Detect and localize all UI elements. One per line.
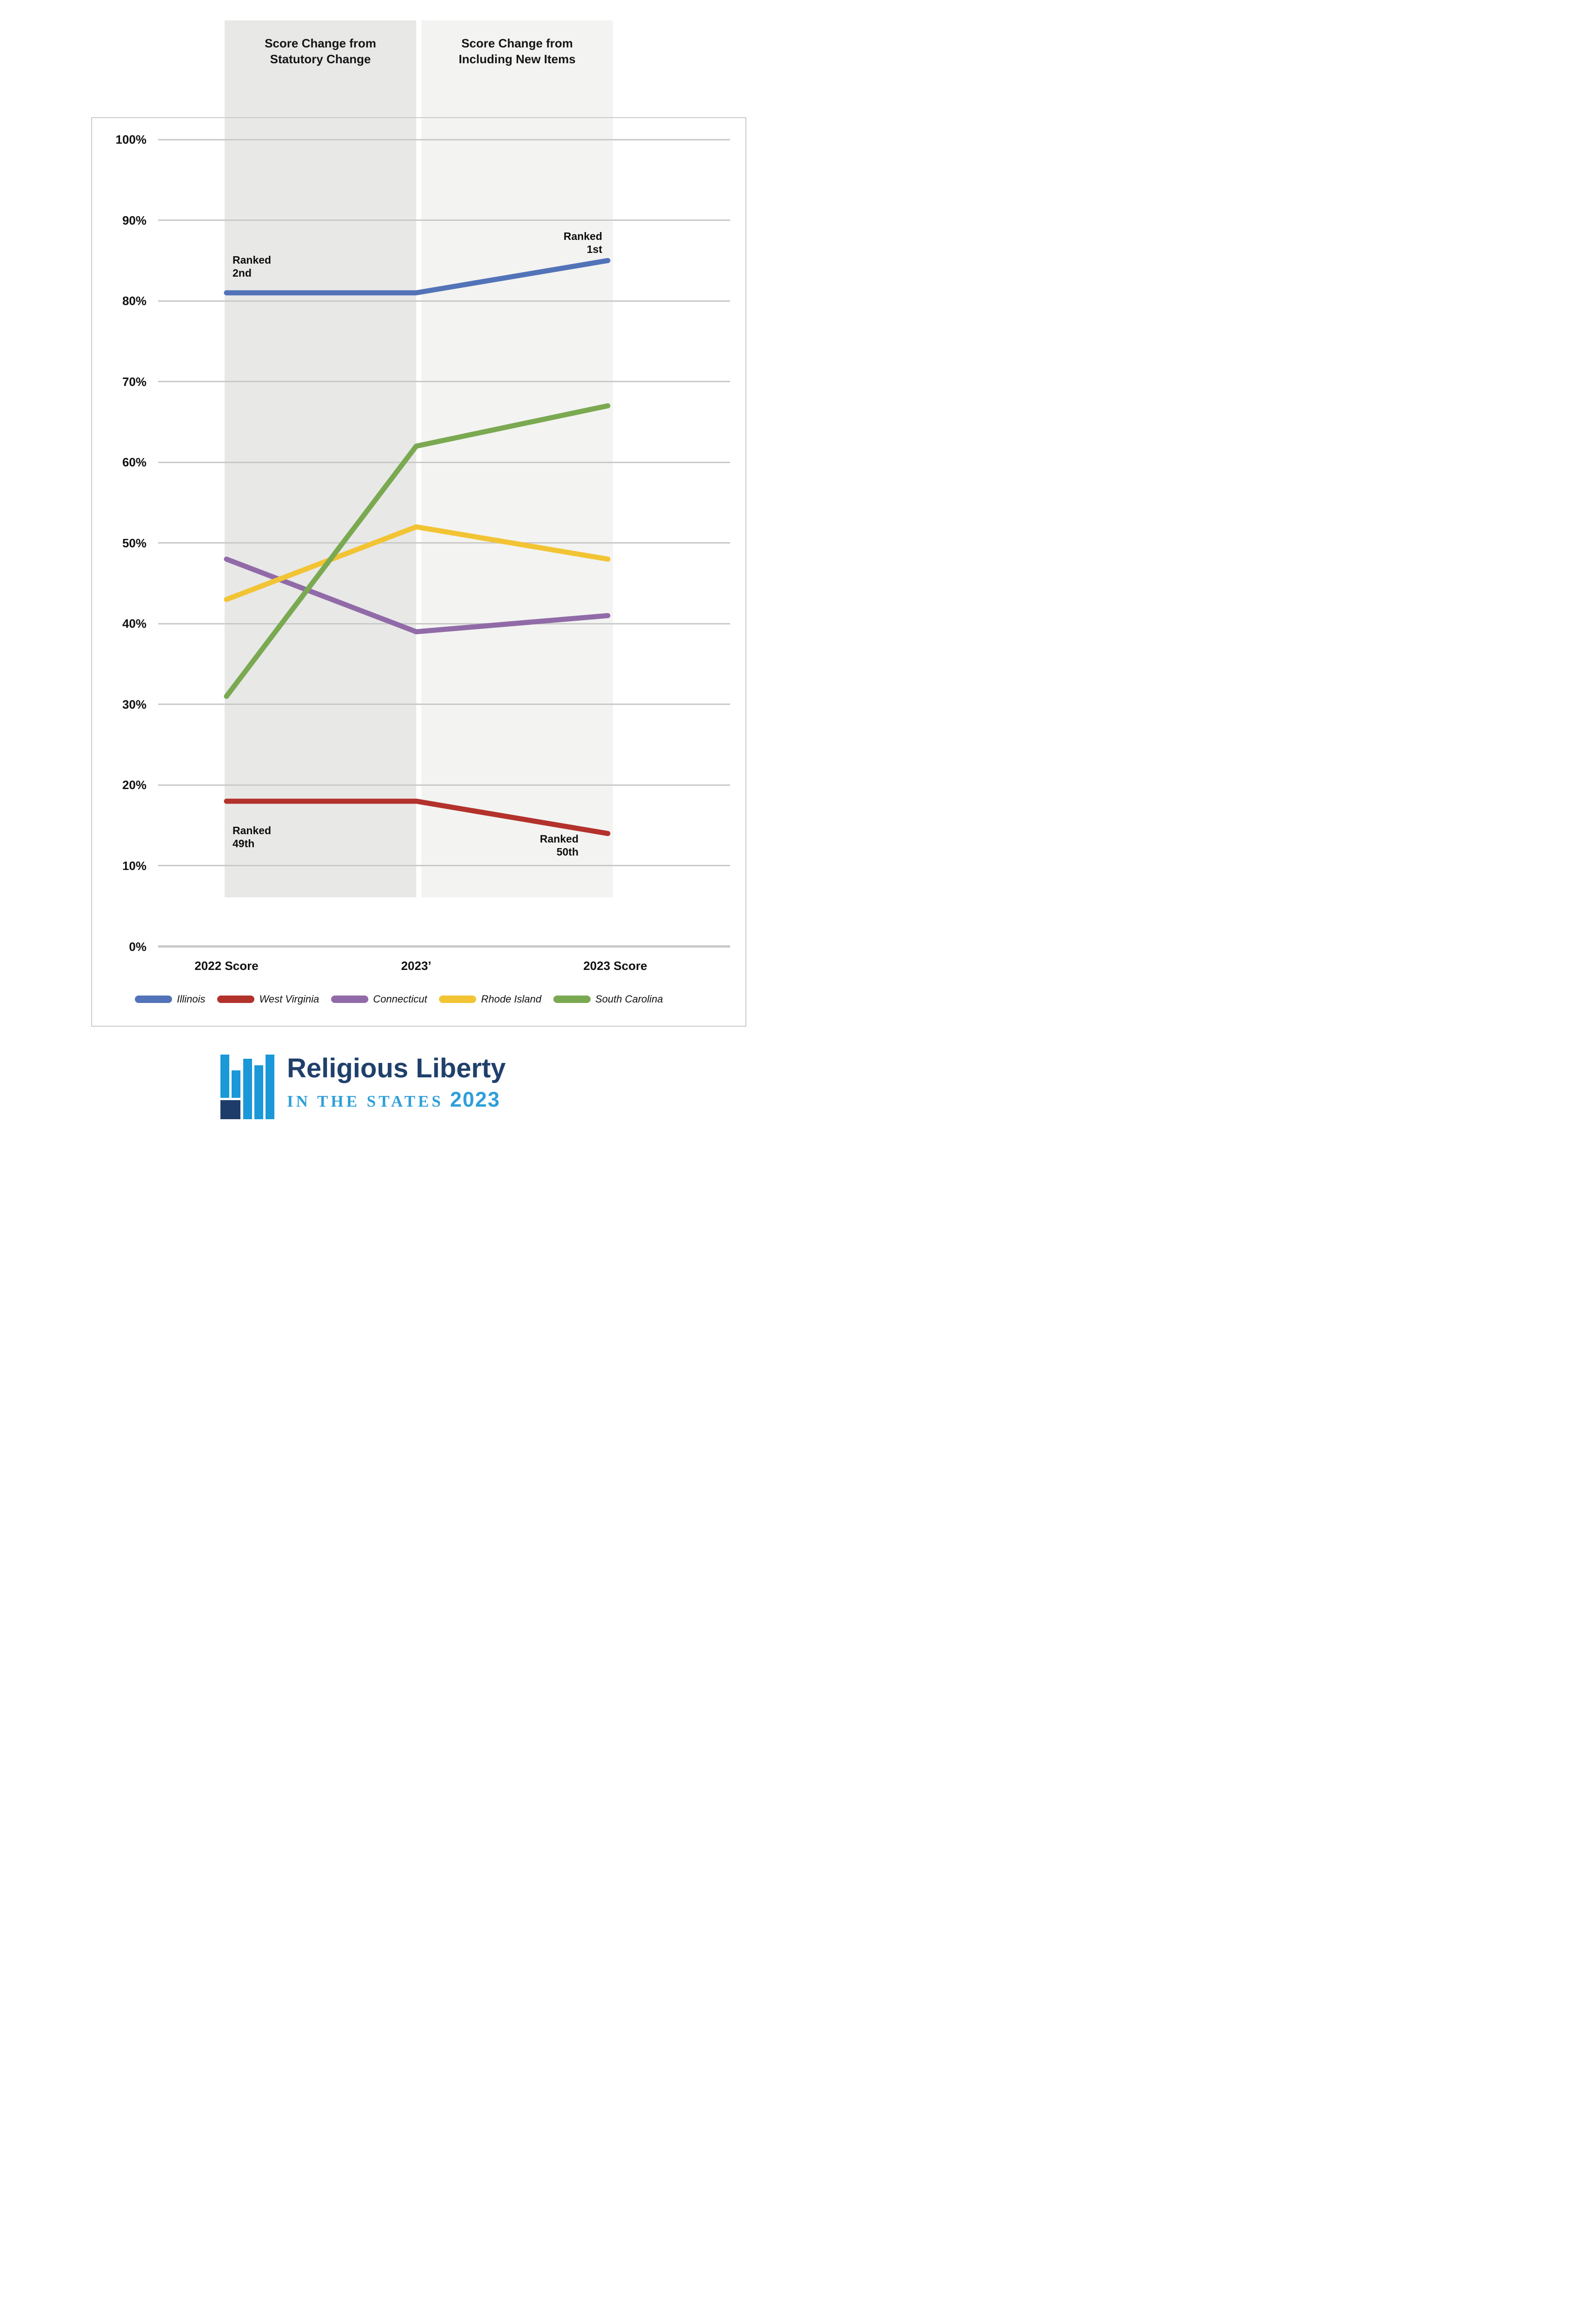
line-illinois — [224, 258, 611, 296]
gridline-80 — [158, 300, 730, 302]
footer-logo: Religious Liberty IN THE STATES 2023 — [220, 1053, 506, 1119]
x-axis-label-1: 2022 Score — [194, 959, 259, 973]
logo-bar — [254, 1065, 263, 1119]
logo-subtitle-row: IN THE STATES 2023 — [287, 1088, 506, 1112]
annotation-ranked-50th: Ranked 50th — [539, 833, 579, 858]
legend-label: West Virginia — [259, 993, 319, 1005]
legend-swatch — [553, 996, 591, 1003]
logo-bar — [243, 1059, 252, 1119]
y-tick-label-10: 10% — [122, 858, 146, 873]
gridline-40 — [158, 623, 730, 624]
y-tick-label-0: 0% — [129, 939, 146, 954]
legend-item-south-carolina: South Carolina — [553, 993, 663, 1005]
legend-swatch — [331, 996, 369, 1003]
y-tick-label-60: 60% — [122, 455, 146, 470]
x-axis-label-2: 2023’ — [401, 959, 432, 973]
y-tick-label-90: 90% — [122, 213, 146, 227]
band-header-including-new-items: Score Change from Including New Items — [459, 36, 576, 66]
legend-item-illinois: Illinois — [135, 993, 205, 1005]
gridline-30 — [158, 704, 730, 705]
line-rhode-island — [224, 524, 611, 602]
legend-label: Rhode Island — [481, 993, 542, 1005]
religious-liberty-chart-page: Score Change from Statutory Change Score… — [0, 0, 798, 1148]
gridline-70 — [158, 381, 730, 383]
line-south-carolina — [224, 403, 611, 699]
y-tick-label-100: 100% — [115, 133, 147, 146]
gridline-60 — [158, 461, 730, 463]
legend-item-rhode-island: Rhode Island — [439, 993, 541, 1005]
legend-swatch — [135, 996, 173, 1003]
y-tick-label-70: 70% — [122, 374, 146, 389]
logo-bar — [220, 1055, 229, 1098]
legend-item-connecticut: Connecticut — [331, 993, 427, 1005]
logo-bar — [232, 1070, 240, 1098]
logo-text: Religious Liberty IN THE STATES 2023 — [287, 1053, 506, 1119]
y-tick-label-30: 30% — [122, 697, 146, 711]
logo-subtitle: IN THE STATES — [287, 1092, 444, 1110]
gridline-90 — [158, 219, 730, 221]
logo-title: Religious Liberty — [287, 1053, 506, 1083]
legend-label: Illinois — [177, 993, 206, 1005]
y-tick-label-80: 80% — [122, 294, 146, 308]
new-items-band — [421, 20, 613, 897]
line-connecticut — [224, 556, 611, 635]
x-axis-label-3: 2023 Score — [583, 959, 647, 973]
legend-swatch — [217, 996, 255, 1003]
legend-label: Connecticut — [373, 993, 427, 1005]
gridline-50 — [158, 542, 730, 544]
gridline-100 — [158, 139, 730, 140]
legend-swatch — [439, 996, 477, 1003]
chart-frame — [91, 117, 746, 1027]
y-tick-label-40: 40% — [122, 617, 146, 631]
y-tick-label-50: 50% — [122, 536, 146, 550]
legend-label: South Carolina — [595, 993, 663, 1005]
gridline-10 — [158, 865, 730, 867]
annotation-ranked-2nd: Ranked 2nd — [233, 254, 272, 279]
bar-chart-logo-icon — [220, 1055, 275, 1119]
y-tick-label-20: 20% — [122, 778, 146, 792]
gridline-0 — [158, 945, 730, 948]
gridline-20 — [158, 784, 730, 786]
legend: Illinois West Virginia Connecticut Rhode Is… — [0, 993, 798, 1005]
series-lines — [224, 258, 611, 836]
statutory-change-band — [225, 20, 416, 897]
legend-item-west-virginia: West Virginia — [217, 993, 319, 1005]
logo-navy-block — [220, 1100, 240, 1119]
logo-bar — [266, 1055, 274, 1119]
band-header-statutory-change: Score Change from Statutory Change — [265, 36, 376, 66]
line-west-virginia — [224, 798, 611, 836]
annotation-ranked-1st: Ranked 1st — [563, 230, 602, 256]
logo-year: 2023 — [450, 1087, 500, 1111]
annotation-ranked-49th: Ranked 49th — [233, 824, 272, 850]
